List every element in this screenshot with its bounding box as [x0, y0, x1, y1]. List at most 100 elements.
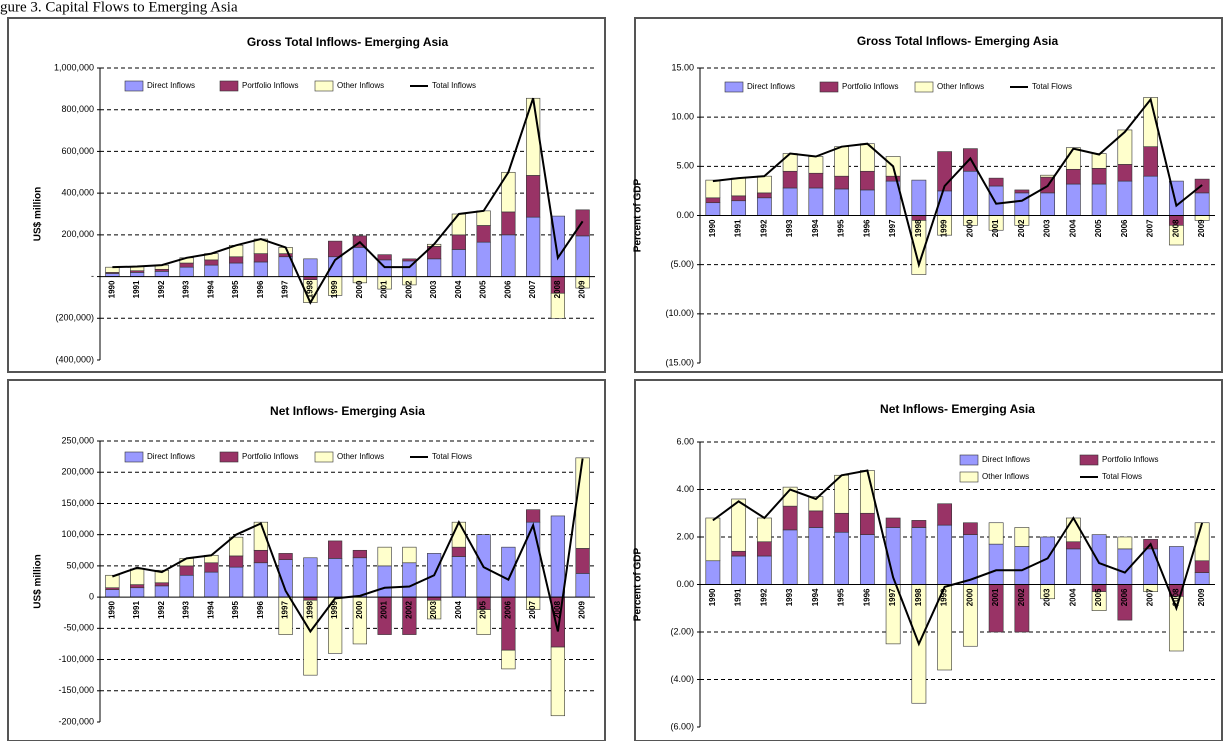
legend-label: Portfolio Inflows — [1102, 455, 1158, 464]
bar-segment — [1014, 527, 1030, 547]
bar-segment — [204, 562, 219, 573]
bar-segment — [1065, 183, 1081, 216]
bar-segment — [731, 200, 747, 216]
bar-segment — [427, 258, 442, 277]
bar-segment — [328, 540, 343, 559]
bar-segment — [911, 220, 927, 275]
y-tick-label: (5.00) — [670, 259, 694, 269]
y-tick-label: - — [91, 271, 94, 281]
x-tick-label: 1999 — [940, 219, 949, 237]
bar-segment — [859, 170, 875, 191]
bar-segment — [451, 249, 466, 277]
y-axis-label: US$ million — [33, 554, 44, 608]
x-tick-label: 1991 — [132, 280, 141, 298]
x-tick-label: 1995 — [231, 280, 240, 298]
y-tick-label: 2.00 — [676, 531, 694, 541]
legend-label: Direct Inflows — [147, 81, 195, 90]
x-tick-label: 1998 — [914, 588, 923, 606]
bar-segment — [204, 571, 219, 598]
bar-segment — [756, 541, 772, 557]
legend-swatch — [219, 80, 239, 92]
x-tick-label: 1991 — [132, 601, 141, 619]
x-tick-label: 1995 — [837, 219, 846, 237]
bar-segment — [988, 522, 1004, 545]
bar-segment — [808, 187, 824, 216]
bar-segment — [756, 517, 772, 543]
bar-segment — [834, 146, 850, 177]
y-tick-label: 10.00 — [671, 112, 694, 122]
bar-segment — [1168, 596, 1184, 652]
bar-segment — [808, 510, 824, 528]
chart-title: Net Inflows- Emerging Asia — [880, 402, 1035, 416]
x-tick-label: 1991 — [734, 588, 743, 606]
x-tick-label: 2005 — [479, 280, 488, 298]
x-tick-label: 2008 — [1171, 219, 1180, 237]
bar-segment — [731, 555, 747, 585]
x-tick-label: 1997 — [888, 219, 897, 237]
bar-segment — [130, 568, 145, 585]
bar-segment — [1091, 168, 1107, 185]
y-tick-label: (400,000) — [55, 354, 94, 364]
bar-segment — [501, 211, 516, 236]
x-tick-label: 1995 — [231, 601, 240, 619]
y-tick-label: (200,000) — [55, 313, 94, 323]
bar-segment — [303, 258, 318, 277]
legend-label: Portfolio Inflows — [842, 82, 898, 91]
legend-label: Other Inflows — [337, 452, 384, 461]
bar-segment — [756, 197, 772, 216]
bar-segment — [885, 175, 901, 182]
x-tick-label: 1990 — [708, 219, 717, 237]
x-tick-label: 2003 — [1043, 588, 1052, 606]
bar-segment — [130, 584, 145, 589]
x-tick-label: 2007 — [528, 601, 537, 619]
x-tick-label: 1997 — [888, 588, 897, 606]
bar-segment — [1091, 183, 1107, 216]
y-tick-label: -100,000 — [58, 654, 94, 664]
x-tick-label: 1993 — [182, 280, 191, 298]
legend-swatch — [959, 454, 979, 466]
bar-segment — [229, 566, 244, 598]
bar-segment — [808, 496, 824, 512]
x-tick-label: 2004 — [454, 601, 463, 619]
bar-segment — [328, 240, 343, 258]
bar-segment — [808, 156, 824, 174]
x-tick-label: 2002 — [404, 280, 413, 298]
bar-segment — [1168, 225, 1184, 246]
bar-segment — [1117, 164, 1133, 182]
total-line — [712, 97, 1203, 269]
y-tick-label: 6.00 — [676, 436, 694, 446]
bar-segment — [476, 210, 491, 226]
x-tick-label: 2009 — [578, 601, 587, 619]
x-tick-label: 1998 — [914, 219, 923, 237]
bar-segment — [988, 543, 1004, 585]
bar-segment — [1091, 534, 1107, 585]
legend-swatch — [219, 451, 239, 463]
y-tick-label: 0.00 — [676, 579, 694, 589]
bar-segment — [756, 175, 772, 194]
bar-segment — [731, 498, 747, 552]
y-tick-label: -200,000 — [58, 716, 94, 726]
legend-swatch — [124, 451, 144, 463]
bar-segment — [253, 562, 268, 598]
bar-segment — [526, 175, 541, 218]
bar-segment — [253, 521, 268, 551]
x-tick-label: 1994 — [811, 219, 820, 237]
panel — [634, 17, 1223, 373]
x-tick-label: 2009 — [1197, 588, 1206, 606]
x-tick-label: 1990 — [107, 601, 116, 619]
bar-segment — [1065, 168, 1081, 185]
bar-segment — [911, 179, 927, 216]
legend-swatch — [314, 451, 334, 463]
bar-segment — [1014, 189, 1030, 194]
x-tick-label: 2005 — [1094, 219, 1103, 237]
bar-segment — [253, 549, 268, 564]
x-tick-label: 2004 — [1068, 588, 1077, 606]
bar-segment — [962, 170, 978, 216]
bar-segment — [1065, 517, 1081, 543]
x-tick-label: 2003 — [429, 280, 438, 298]
bar-segment — [1014, 546, 1030, 585]
x-tick-label: 1991 — [734, 219, 743, 237]
x-tick-label: 2005 — [479, 601, 488, 619]
x-tick-label: 1999 — [940, 588, 949, 606]
x-tick-label: 2000 — [355, 280, 364, 298]
